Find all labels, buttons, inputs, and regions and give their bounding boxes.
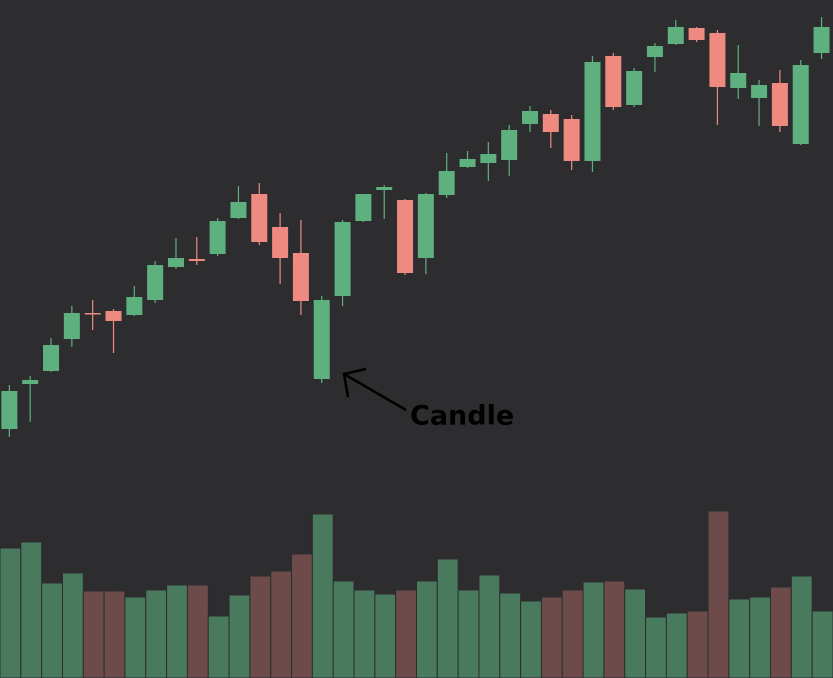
candle-body [688,28,705,40]
candle-body [792,65,809,144]
candle-body [84,313,101,315]
volume-bar [790,575,813,678]
volume-bar [186,584,209,678]
volume-bar [499,592,522,678]
volume-bar [811,610,833,678]
volume-bar [124,596,147,678]
candle-body [188,259,205,261]
candle-body [105,311,122,321]
volume-bar [624,588,647,678]
candle-body [584,62,601,161]
candle-body [813,27,830,53]
candle-body [605,56,622,107]
candle-body [22,380,39,384]
candle-body [730,73,747,88]
candle-body [501,130,518,160]
candle-body [126,297,143,315]
candle-body [272,227,289,258]
candle-body [438,171,455,195]
candle-body [626,71,643,105]
volume-bar [770,586,792,678]
volume-bar [416,580,438,678]
volume-bar [41,582,63,678]
candle-body [167,258,184,267]
volume-bar [749,596,772,678]
volume-bar [61,572,84,678]
volume-bar [332,580,355,678]
volume-bar [270,570,293,678]
candle-body [292,253,309,301]
volume-bar [395,589,417,678]
candle-body [376,187,393,190]
volume-bar [561,589,584,678]
plot [0,17,833,678]
volume-bar [20,541,43,678]
candle-body [709,33,726,87]
volume-bar [645,616,667,678]
candle-body [230,202,247,218]
volume-bar [82,590,105,678]
volume-bar [291,553,313,678]
candle-body [667,27,684,44]
candle-body [355,194,372,221]
volume-bar [353,589,376,678]
candle-body [63,313,80,339]
annotation-arrow [342,367,407,412]
candle-body [43,345,60,371]
volume-bar [686,610,709,678]
candle-body [209,221,226,254]
candle-body [251,194,268,242]
volume-bar [311,513,334,678]
candle-body [417,194,434,258]
candle-body [313,300,330,379]
volume-bar [603,580,626,678]
volume-bar [374,593,397,678]
volume-bar [0,547,22,678]
candle-body [147,265,164,300]
volume-bar [457,589,480,678]
candle-body [542,114,559,132]
candle-body [521,111,538,124]
candle-body [771,83,788,126]
volume-bar [103,590,126,678]
candle-body [397,200,414,273]
candle-body [646,46,663,57]
volume-bar [540,596,563,678]
volume-bar [520,600,542,678]
volume-bar [665,612,688,678]
volume-bar [728,598,751,678]
volume-bar [207,615,230,678]
volume-bar [478,574,501,678]
candle-body [459,159,476,167]
volume-bar [145,589,168,678]
volume-bar [249,575,272,678]
candle-body [751,85,768,98]
volume-bar [707,510,730,678]
candle-body [480,154,497,163]
volume-bar [436,558,459,678]
annotation: Candle [410,401,514,432]
candle-body [334,222,351,296]
candle-body [1,391,18,429]
volume-bar [166,584,188,678]
candle-body [563,119,580,161]
volume-bar [228,594,251,678]
volume-bar [582,581,605,678]
